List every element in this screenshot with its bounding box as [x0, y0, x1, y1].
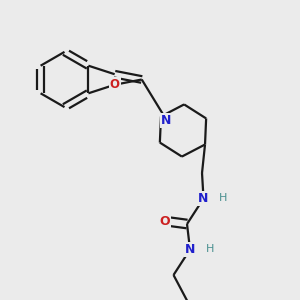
Text: N: N — [161, 113, 172, 127]
Text: N: N — [161, 113, 172, 127]
Text: N: N — [185, 243, 195, 256]
Text: H: H — [219, 193, 227, 202]
Text: O: O — [110, 78, 120, 91]
Text: O: O — [159, 214, 170, 227]
Text: H: H — [206, 244, 214, 254]
Text: N: N — [198, 192, 209, 205]
